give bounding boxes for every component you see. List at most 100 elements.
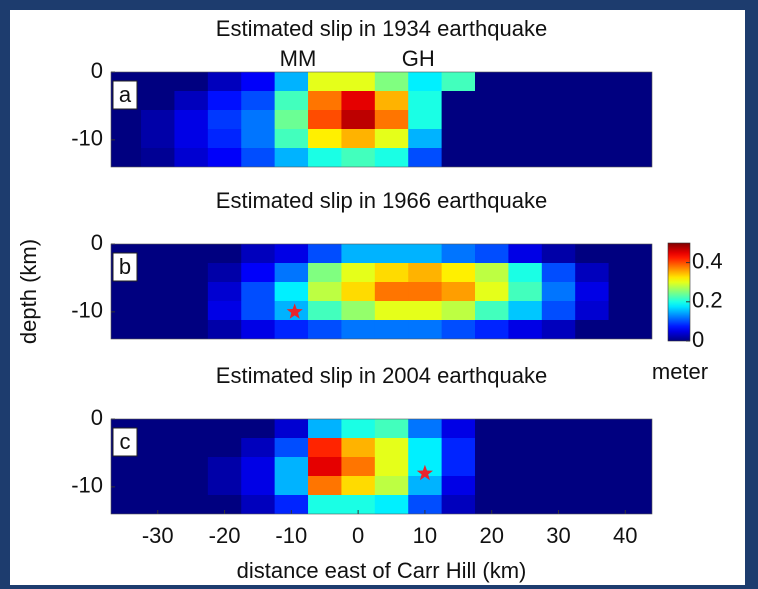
heat-cell bbox=[575, 438, 609, 458]
heat-cell bbox=[141, 438, 175, 458]
heat-cell bbox=[542, 91, 576, 111]
heat-cell bbox=[341, 263, 375, 283]
heat-cell bbox=[475, 148, 509, 168]
heat-cell bbox=[308, 282, 342, 302]
heat-cell bbox=[442, 244, 476, 264]
heat-cell bbox=[341, 476, 375, 496]
x-tick-label: 20 bbox=[479, 523, 503, 548]
heat-cell bbox=[308, 320, 342, 340]
heat-cell bbox=[141, 282, 175, 302]
heat-cell bbox=[408, 438, 442, 458]
heat-cell bbox=[542, 476, 576, 496]
heat-cell bbox=[341, 282, 375, 302]
heat-cell bbox=[408, 148, 442, 168]
heat-cell bbox=[375, 320, 409, 340]
heat-cell bbox=[508, 320, 542, 340]
heat-cell bbox=[108, 495, 142, 515]
heat-cell bbox=[408, 91, 442, 111]
heat-cell bbox=[475, 419, 509, 439]
figure: Estimated slip in 1934 earthquake-100aMM… bbox=[0, 0, 758, 589]
heat-cell bbox=[375, 282, 409, 302]
x-tick-label: -30 bbox=[142, 523, 174, 548]
heat-cell bbox=[141, 476, 175, 496]
heat-cell bbox=[241, 476, 275, 496]
heat-cell bbox=[275, 282, 309, 302]
heat-cell bbox=[208, 244, 242, 264]
heat-cell bbox=[508, 438, 542, 458]
heat-cell bbox=[308, 495, 342, 515]
heat-cell bbox=[475, 457, 509, 477]
heat-cell bbox=[308, 476, 342, 496]
heat-cell bbox=[208, 438, 242, 458]
heat-cell bbox=[208, 148, 242, 168]
heat-cell bbox=[475, 244, 509, 264]
heat-cell bbox=[475, 438, 509, 458]
heat-cell bbox=[609, 301, 643, 321]
heat-cell bbox=[141, 301, 175, 321]
heat-cell bbox=[141, 110, 175, 130]
heat-cell bbox=[575, 244, 609, 264]
heat-cell bbox=[575, 263, 609, 283]
heat-cell bbox=[508, 263, 542, 283]
panel-label: b bbox=[119, 254, 131, 279]
heat-cell bbox=[408, 419, 442, 439]
heat-cell bbox=[241, 148, 275, 168]
heat-cell bbox=[408, 72, 442, 92]
heat-cell bbox=[241, 282, 275, 302]
colorbar-label: meter bbox=[652, 359, 708, 384]
heat-cell bbox=[375, 495, 409, 515]
heat-cell bbox=[208, 110, 242, 130]
heat-cell bbox=[174, 438, 208, 458]
heat-cell bbox=[575, 476, 609, 496]
heat-cell bbox=[475, 320, 509, 340]
heat-cell bbox=[475, 476, 509, 496]
heat-cell bbox=[609, 91, 643, 111]
heat-cell bbox=[141, 72, 175, 92]
heat-cell bbox=[508, 91, 542, 111]
heat-cell bbox=[375, 72, 409, 92]
heat-cell bbox=[575, 320, 609, 340]
heat-cell bbox=[609, 129, 643, 149]
y-tick-label: 0 bbox=[91, 405, 103, 430]
heat-cell bbox=[609, 148, 643, 168]
heat-cell bbox=[508, 244, 542, 264]
heat-cell bbox=[208, 72, 242, 92]
heat-cell bbox=[275, 129, 309, 149]
heat-cell bbox=[408, 129, 442, 149]
heat-cell bbox=[308, 457, 342, 477]
heat-cell bbox=[241, 263, 275, 283]
heat-cell bbox=[141, 129, 175, 149]
heat-cell bbox=[375, 91, 409, 111]
heat-cell bbox=[141, 457, 175, 477]
heat-cell bbox=[174, 419, 208, 439]
heat-cell bbox=[609, 419, 643, 439]
heat-cell bbox=[208, 91, 242, 111]
heat-cell bbox=[341, 457, 375, 477]
heat-cell bbox=[241, 438, 275, 458]
heat-cell bbox=[475, 282, 509, 302]
heat-cell bbox=[174, 282, 208, 302]
panel-title: Estimated slip in 2004 earthquake bbox=[216, 363, 547, 388]
heat-cell bbox=[308, 148, 342, 168]
annotation: GH bbox=[402, 46, 435, 71]
heat-cell bbox=[208, 129, 242, 149]
heat-cell bbox=[174, 476, 208, 496]
x-tick-label: -10 bbox=[275, 523, 307, 548]
heat-cell bbox=[275, 244, 309, 264]
panel-label: a bbox=[119, 82, 132, 107]
heat-cell bbox=[308, 72, 342, 92]
heat-cell bbox=[375, 438, 409, 458]
heat-cell bbox=[141, 263, 175, 283]
heat-cell bbox=[475, 263, 509, 283]
colorbar-tick-label: 0.4 bbox=[692, 248, 723, 273]
heat-cell bbox=[241, 72, 275, 92]
heat-cell bbox=[542, 282, 576, 302]
heat-cell bbox=[475, 72, 509, 92]
y-tick-label: -10 bbox=[71, 298, 103, 323]
page: Estimated slip in 1934 earthquake-100aMM… bbox=[0, 0, 758, 589]
heat-cell bbox=[275, 419, 309, 439]
heat-cell bbox=[208, 457, 242, 477]
heat-cell bbox=[241, 495, 275, 515]
heat-cell bbox=[174, 72, 208, 92]
heat-cell bbox=[542, 110, 576, 130]
